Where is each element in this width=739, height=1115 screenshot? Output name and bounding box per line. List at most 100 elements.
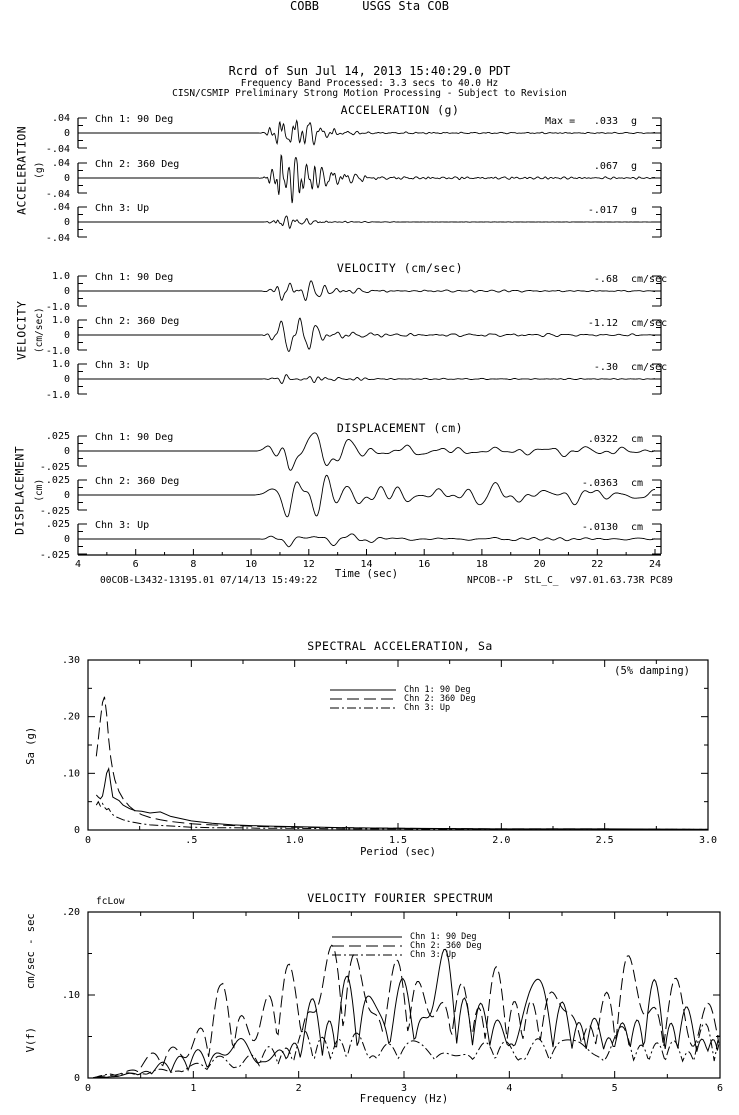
fourier-curve-chn-2	[93, 944, 720, 1079]
sa-frame	[87, 659, 709, 831]
sa-ytick-label: .20	[62, 712, 80, 723]
velocity-trace-chn-3	[78, 374, 655, 384]
acceleration-max-prefix: Max =	[545, 116, 575, 127]
sa-xtick-label: 1.5	[389, 835, 407, 846]
fourier-legend-label-1: Chn 1: 90 Deg	[410, 932, 477, 942]
acceleration-channel-label: Chn 3: Up	[95, 203, 149, 214]
sa-ytick-label: .30	[62, 655, 80, 666]
sa-ylabel: Sa (g)	[25, 726, 38, 765]
time-tick-label: 20	[534, 559, 546, 570]
acceleration-max-value: .033	[594, 116, 618, 127]
sa-xtick-label: 1.0	[286, 835, 304, 846]
sa-xtick-label: 2.5	[596, 835, 614, 846]
time-tick-label: 10	[245, 559, 257, 570]
displacement-trace-chn-2	[78, 474, 656, 518]
fourier-xtick-label: 0	[85, 1083, 91, 1094]
fourier-curve-chn-3	[93, 1023, 720, 1079]
sa-legend-label-1: Chn 1: 90 Deg	[404, 685, 471, 695]
velocity-axis-unit: (cm/sec)	[33, 307, 45, 354]
footer-processing-id: NPCOB--P StL_C_ v97.01.63.73R PC89	[467, 575, 673, 586]
velocity-max-value: -.68	[594, 274, 618, 285]
displacement-trace-chn-3	[78, 533, 656, 548]
sa-title: SPECTRAL ACCELERATION, Sa	[307, 639, 493, 653]
velocity-ytick-bottom: -1.0	[46, 302, 70, 313]
velocity-max-value: -1.12	[588, 318, 618, 329]
displacement-ytick-zero: 0	[64, 446, 70, 457]
velocity-channel-label: Chn 1: 90 Deg	[95, 272, 173, 283]
displacement-trace-chn-1	[78, 432, 656, 471]
fourier-ytick-label: .20	[62, 907, 80, 918]
acceleration-ytick-zero: 0	[64, 217, 70, 228]
fourier-xtick-label: 2	[296, 1083, 302, 1094]
sa-curve-chn-1	[95, 767, 709, 830]
velocity-axis-label: VELOCITY	[14, 300, 29, 361]
velocity-ytick-top: 1.0	[52, 271, 70, 282]
acceleration-ytick-top: .04	[52, 202, 70, 213]
sa-damping-note: (5% damping)	[614, 665, 690, 677]
acceleration-trace-chn-2	[78, 153, 656, 204]
sa-xtick-label: 0	[85, 835, 91, 846]
displacement-ytick-top: .025	[46, 475, 70, 486]
header-record-line: Rcrd of Sun Jul 14, 2013 15:40:29.0 PDT	[228, 64, 511, 78]
sa-ytick-label: 0	[74, 825, 80, 836]
displacement-max-value: -.0130	[582, 522, 618, 533]
velocity-trace-chn-2	[78, 317, 656, 352]
sa-xlabel: Period (sec)	[360, 846, 436, 858]
velocity-channel-label: Chn 3: Up	[95, 360, 149, 371]
displacement-max-unit: cm	[631, 478, 643, 489]
acceleration-section-title: ACCELERATION (g)	[340, 103, 460, 117]
time-tick-label: 4	[75, 559, 81, 570]
sa-xtick-label: 2.0	[492, 835, 510, 846]
acceleration-ytick-bottom: -.04	[46, 233, 70, 244]
fourier-xtick-label: 3	[401, 1083, 407, 1094]
displacement-section-title: DISPLACEMENT (cm)	[336, 421, 464, 435]
displacement-ytick-bottom: -.025	[40, 506, 70, 517]
displacement-axis-label: DISPLACEMENT	[12, 445, 27, 535]
velocity-ytick-top: 1.0	[52, 315, 70, 326]
acceleration-trace-chn-3	[78, 215, 655, 230]
fourier-xtick-label: 4	[506, 1083, 512, 1094]
acceleration-ytick-zero: 0	[64, 173, 70, 184]
displacement-max-value: .0322	[588, 434, 618, 445]
acceleration-max-unit: g	[631, 161, 637, 172]
displacement-channel-label: Chn 1: 90 Deg	[95, 432, 173, 443]
time-tick-label: 8	[190, 559, 196, 570]
acceleration-ytick-bottom: -.04	[46, 189, 70, 200]
velocity-ytick-top: 1.0	[52, 359, 70, 370]
footer-record-id: 00COB-L3432-13195.01 07/14/13 15:49:22	[100, 575, 318, 586]
acceleration-axis-unit: (g)	[33, 161, 45, 179]
fourier-title: VELOCITY FOURIER SPECTRUM	[307, 891, 493, 905]
fourier-xtick-label: 6	[717, 1083, 723, 1094]
velocity-ytick-bottom: -1.0	[46, 346, 70, 357]
displacement-ytick-bottom: -.025	[40, 550, 70, 561]
displacement-ytick-bottom: -.025	[40, 462, 70, 473]
velocity-section-title: VELOCITY (cm/sec)	[336, 261, 464, 275]
fourier-ytick-label: .10	[62, 990, 80, 1001]
acceleration-axis-label: ACCELERATION	[14, 125, 29, 215]
acceleration-channel-label: Chn 1: 90 Deg	[95, 114, 173, 125]
velocity-max-unit: cm/sec	[631, 274, 667, 285]
header-band-line: Frequency Band Processed: 3.3 secs to 40…	[240, 78, 499, 89]
velocity-ytick-zero: 0	[64, 330, 70, 341]
displacement-channel-label: Chn 2: 360 Deg	[95, 476, 179, 487]
displacement-max-unit: cm	[631, 522, 643, 533]
time-axis-label: Time (sec)	[334, 568, 399, 580]
velocity-ytick-zero: 0	[64, 286, 70, 297]
displacement-ytick-top: .025	[46, 519, 70, 530]
velocity-max-value: -.30	[594, 362, 618, 373]
time-tick-label: 22	[591, 559, 603, 570]
sa-ytick-label: .10	[62, 768, 80, 779]
time-tick-label: 24	[649, 559, 661, 570]
acceleration-channel-label: Chn 2: 360 Deg	[95, 159, 179, 170]
displacement-ytick-zero: 0	[64, 490, 70, 501]
fourier-curve-chn-1	[93, 948, 720, 1079]
sa-legend-label-2: Chn 2: 360 Deg	[404, 694, 476, 704]
velocity-ytick-bottom: -1.0	[46, 390, 70, 401]
fourier-ytick-label: 0	[74, 1073, 80, 1084]
displacement-channel-label: Chn 3: Up	[95, 520, 149, 531]
sa-legend-label-3: Chn 3: Up	[404, 703, 451, 713]
time-tick-label: 14	[360, 559, 372, 570]
fourier-corner-label: fcLow	[96, 896, 125, 907]
